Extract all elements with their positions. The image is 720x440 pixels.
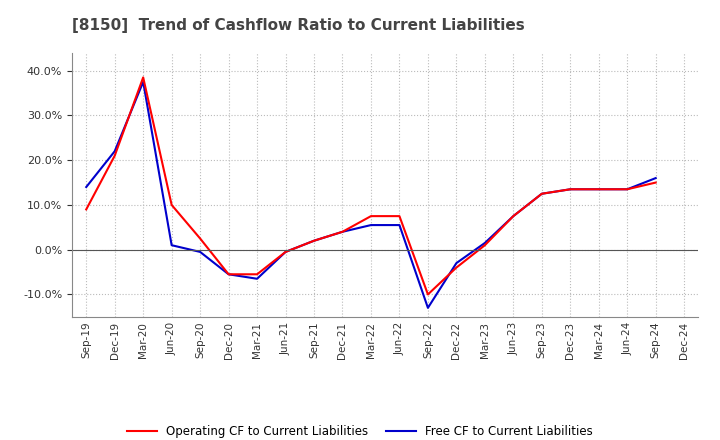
Free CF to Current Liabilities [595,187,603,192]
Operating CF to Current Liabilities [452,265,461,270]
Free CF to Current Liabilities [652,176,660,181]
Operating CF to Current Liabilities [623,187,631,192]
Operating CF to Current Liabilities [509,213,518,219]
Free CF to Current Liabilities [110,149,119,154]
Free CF to Current Liabilities [282,249,290,255]
Operating CF to Current Liabilities [480,242,489,248]
Free CF to Current Liabilities [423,305,432,311]
Legend: Operating CF to Current Liabilities, Free CF to Current Liabilities: Operating CF to Current Liabilities, Fre… [122,421,598,440]
Operating CF to Current Liabilities [395,213,404,219]
Line: Operating CF to Current Liabilities: Operating CF to Current Liabilities [86,77,656,294]
Free CF to Current Liabilities [623,187,631,192]
Free CF to Current Liabilities [366,223,375,228]
Free CF to Current Liabilities [167,242,176,248]
Free CF to Current Liabilities [338,229,347,235]
Operating CF to Current Liabilities [310,238,318,243]
Free CF to Current Liabilities [139,79,148,84]
Operating CF to Current Liabilities [652,180,660,185]
Free CF to Current Liabilities [82,184,91,190]
Free CF to Current Liabilities [225,271,233,277]
Operating CF to Current Liabilities [110,153,119,158]
Operating CF to Current Liabilities [566,187,575,192]
Operating CF to Current Liabilities [225,271,233,277]
Free CF to Current Liabilities [509,213,518,219]
Free CF to Current Liabilities [395,223,404,228]
Operating CF to Current Liabilities [139,75,148,80]
Operating CF to Current Liabilities [82,207,91,212]
Operating CF to Current Liabilities [338,229,347,235]
Operating CF to Current Liabilities [282,249,290,255]
Free CF to Current Liabilities [452,260,461,266]
Free CF to Current Liabilities [480,240,489,246]
Text: [8150]  Trend of Cashflow Ratio to Current Liabilities: [8150] Trend of Cashflow Ratio to Curren… [72,18,525,33]
Operating CF to Current Liabilities [595,187,603,192]
Free CF to Current Liabilities [537,191,546,196]
Free CF to Current Liabilities [253,276,261,282]
Free CF to Current Liabilities [310,238,318,243]
Operating CF to Current Liabilities [537,191,546,196]
Operating CF to Current Liabilities [423,292,432,297]
Free CF to Current Liabilities [196,249,204,255]
Operating CF to Current Liabilities [196,236,204,241]
Operating CF to Current Liabilities [253,271,261,277]
Free CF to Current Liabilities [566,187,575,192]
Operating CF to Current Liabilities [167,202,176,208]
Line: Free CF to Current Liabilities: Free CF to Current Liabilities [86,82,656,308]
Operating CF to Current Liabilities [366,213,375,219]
